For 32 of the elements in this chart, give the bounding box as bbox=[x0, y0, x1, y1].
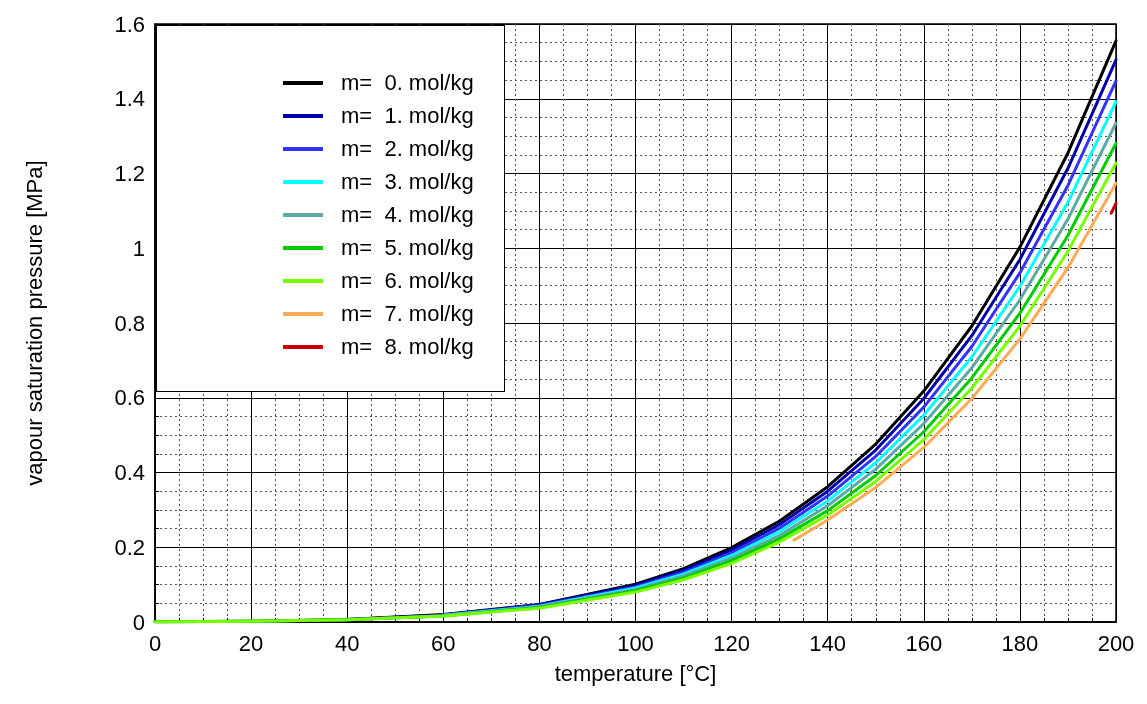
legend-label: m= 0. mol/kg bbox=[341, 69, 474, 96]
y-tick-label: 0.8 bbox=[114, 310, 145, 336]
legend-label: m= 5. mol/kg bbox=[341, 234, 474, 261]
legend-label: m= 7. mol/kg bbox=[341, 300, 474, 327]
x-tick-label: 80 bbox=[527, 630, 552, 656]
x-tick-label: 40 bbox=[334, 630, 360, 656]
legend-label: m= 1. mol/kg bbox=[341, 102, 474, 129]
legend-label: m= 4. mol/kg bbox=[341, 201, 474, 228]
y-tick-label: 1.6 bbox=[114, 11, 145, 37]
y-tick-label: 1 bbox=[132, 235, 145, 261]
line-series bbox=[792, 181, 1118, 542]
y-tick-label: 0.4 bbox=[114, 460, 145, 485]
x-tick-label: 20 bbox=[238, 630, 264, 656]
x-tick-label: 140 bbox=[809, 630, 847, 656]
y-tick-label: 0 bbox=[132, 609, 145, 635]
y-tick-label: 0.2 bbox=[114, 534, 145, 560]
x-tick-label: 120 bbox=[713, 630, 750, 656]
x-tick-label: 200 bbox=[1097, 630, 1135, 656]
y-tick-label: 0.6 bbox=[114, 385, 145, 411]
y-tick-label: 1.2 bbox=[114, 161, 145, 186]
legend-label: m= 3. mol/kg bbox=[341, 168, 474, 195]
x-tick-label: 100 bbox=[617, 630, 654, 656]
x-tick-label: 0 bbox=[148, 630, 162, 656]
x-tick-label: 160 bbox=[905, 630, 943, 656]
legend-label: m= 6. mol/kg bbox=[341, 267, 474, 294]
y-tick-label: 1.4 bbox=[114, 86, 145, 112]
x-tick-label: 60 bbox=[431, 630, 456, 656]
x-tick-label: 180 bbox=[1001, 630, 1039, 656]
y-axis-title: vapour saturation pressure [MPa] bbox=[21, 160, 47, 486]
x-axis-title: temperature [°C] bbox=[554, 660, 717, 686]
legend-label: m= 8. mol/kg bbox=[341, 333, 474, 360]
legend-label: m= 2. mol/kg bbox=[341, 135, 474, 162]
